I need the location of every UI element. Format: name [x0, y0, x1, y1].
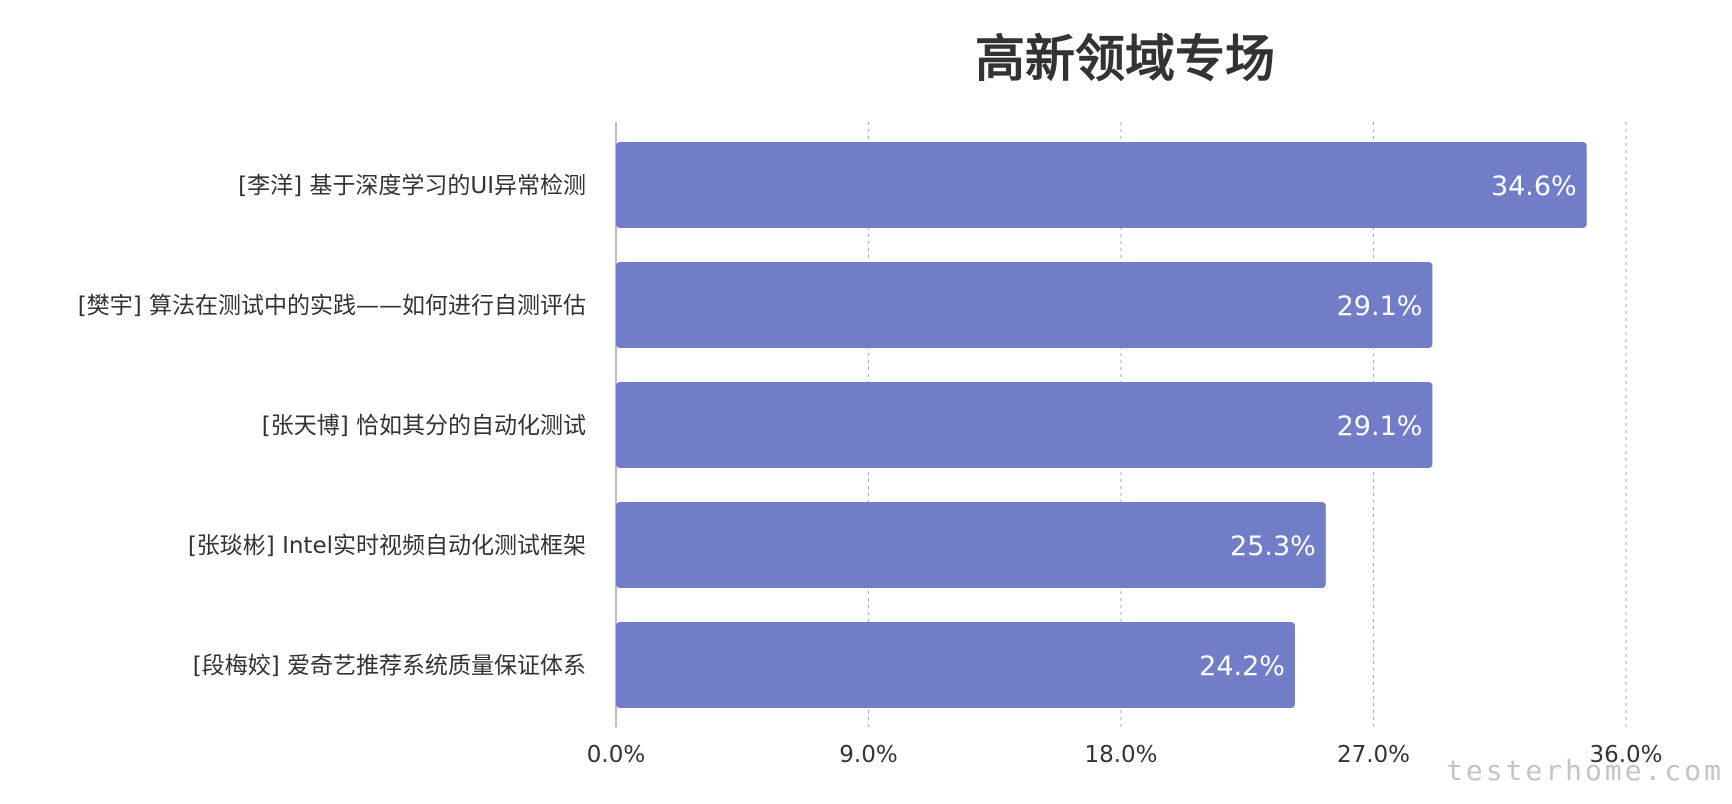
- category-label: [李洋] 基于深度学习的UI异常检测: [238, 173, 586, 199]
- chart-title: 高新领域专场: [975, 30, 1275, 88]
- bar: [616, 502, 1326, 588]
- bar: [616, 622, 1295, 708]
- category-label: [段梅姣] 爱奇艺推荐系统质量保证体系: [193, 653, 586, 679]
- x-tick-label: 27.0%: [1337, 742, 1410, 768]
- bar: [616, 382, 1433, 468]
- category-labels: [李洋] 基于深度学习的UI异常检测 [樊宇] 算法在测试中的实践——如何进行自测…: [78, 173, 586, 679]
- data-label: 25.3%: [1230, 531, 1316, 562]
- data-label: 24.2%: [1199, 651, 1285, 682]
- category-label: [张天博] 恰如其分的自动化测试: [262, 413, 586, 439]
- x-tick-label: 0.0%: [587, 742, 645, 768]
- bar: [616, 142, 1587, 228]
- watermark-text: testerhome.com: [1446, 754, 1724, 787]
- bars: 34.6% 29.1% 29.1% 25.3% 24.2%: [616, 142, 1587, 708]
- category-label: [樊宇] 算法在测试中的实践——如何进行自测评估: [78, 293, 586, 319]
- category-label: [张琰彬] Intel实时视频自动化测试框架: [188, 533, 586, 559]
- x-tick-label: 36.0%: [1589, 742, 1662, 768]
- data-label: 34.6%: [1491, 171, 1577, 202]
- data-label: 29.1%: [1337, 411, 1423, 442]
- x-tick-label: 9.0%: [839, 742, 897, 768]
- x-tick-label: 18.0%: [1084, 742, 1157, 768]
- x-axis-ticks: 0.0% 9.0% 18.0% 27.0% 36.0%: [587, 742, 1663, 768]
- watermark: testerhome.com: [1446, 754, 1724, 787]
- bar: [616, 262, 1433, 348]
- data-label: 29.1%: [1337, 291, 1423, 322]
